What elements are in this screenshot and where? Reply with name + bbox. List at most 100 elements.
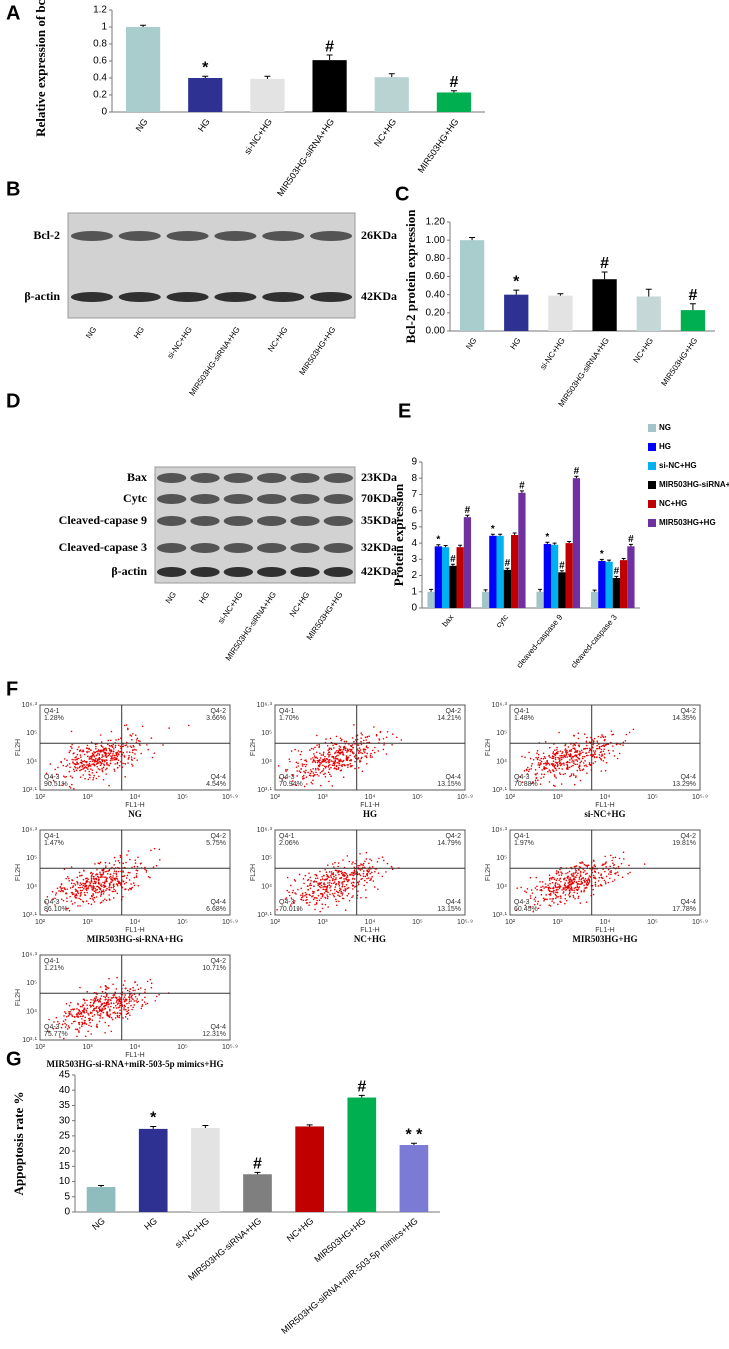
error-bar xyxy=(450,90,457,93)
flow-event xyxy=(333,875,335,878)
flow-event xyxy=(309,772,312,775)
flow-event xyxy=(103,764,106,766)
flow-event xyxy=(93,890,96,893)
flow-event xyxy=(294,892,296,894)
flow-event xyxy=(92,885,94,888)
flow-event xyxy=(154,1000,157,1002)
flow-event xyxy=(357,883,360,886)
flow-event xyxy=(349,765,352,768)
flow-event xyxy=(295,761,298,764)
flow-event xyxy=(99,876,102,878)
flow-event xyxy=(135,741,138,744)
bar xyxy=(434,546,442,608)
flow-event xyxy=(569,749,571,752)
flow-event xyxy=(78,750,81,753)
flow-event xyxy=(549,892,552,895)
flow-event xyxy=(573,743,576,746)
flow-event xyxy=(318,743,321,746)
flow-event xyxy=(92,778,94,781)
flow-event xyxy=(107,754,110,757)
flow-event xyxy=(91,769,94,772)
flow-event xyxy=(579,764,581,767)
flow-event xyxy=(119,1009,121,1011)
flow-event xyxy=(314,746,316,749)
flow-event xyxy=(94,743,97,746)
flow-event xyxy=(557,750,559,753)
x-tick-label: 10⁴ xyxy=(365,919,376,926)
flow-event xyxy=(46,896,49,898)
flow-event xyxy=(111,746,114,748)
flow-event xyxy=(122,880,125,883)
flow-event xyxy=(119,998,122,1001)
flow-event xyxy=(549,756,551,759)
quadrant-name: Q4-1 xyxy=(279,708,295,715)
flow-event xyxy=(539,759,541,762)
flow-event xyxy=(302,878,305,880)
flow-event xyxy=(91,1019,94,1022)
flow-event xyxy=(568,889,570,891)
flow-event xyxy=(558,760,561,762)
flow-event xyxy=(158,848,161,851)
flow-event xyxy=(69,787,72,789)
flow-event xyxy=(129,988,132,990)
y-tick-label: 30 xyxy=(59,1115,71,1126)
flow-event xyxy=(66,759,68,762)
flow-event xyxy=(567,894,570,896)
flow-event xyxy=(360,737,362,739)
flow-event xyxy=(95,777,98,780)
flow-event xyxy=(351,863,353,865)
flow-event xyxy=(62,899,65,902)
flow-event xyxy=(112,743,115,746)
y-tick-label: 1.00 xyxy=(426,235,446,246)
flow-event xyxy=(82,882,84,885)
flow-event xyxy=(534,887,537,889)
flow-event xyxy=(320,886,322,889)
flow-event xyxy=(371,749,374,752)
bar xyxy=(243,1174,272,1212)
x-tick-label: 10³ xyxy=(82,919,93,926)
flow-event xyxy=(571,755,574,758)
flow-event xyxy=(153,847,156,850)
error-bar xyxy=(574,475,579,479)
blot-band xyxy=(190,543,220,553)
flow-event xyxy=(605,866,607,868)
x-tick-label: 10⁵ xyxy=(412,919,423,926)
flow-event xyxy=(46,910,49,913)
flow-event xyxy=(341,751,344,753)
flow-event xyxy=(579,902,582,904)
flow-event xyxy=(534,779,537,782)
significance-marker: # xyxy=(253,1156,262,1173)
flow-event xyxy=(77,886,80,889)
flow-event xyxy=(552,769,555,772)
flow-event xyxy=(299,771,302,774)
flow-event xyxy=(537,756,540,759)
flow-event xyxy=(147,748,150,751)
flow-event xyxy=(74,1020,76,1023)
flow-event xyxy=(335,735,338,738)
flow-event xyxy=(341,765,343,768)
flow-event xyxy=(322,751,325,754)
blot-band xyxy=(190,567,220,577)
flow-event xyxy=(585,864,587,867)
flow-event xyxy=(321,878,324,880)
flow-event xyxy=(134,734,137,737)
flow-event xyxy=(549,890,551,893)
x-tick-label: 10⁴ xyxy=(600,794,611,801)
flow-event xyxy=(133,993,136,995)
flow-event xyxy=(317,759,320,762)
flow-event xyxy=(333,895,336,898)
flow-event xyxy=(326,894,328,896)
significance-marker: # xyxy=(449,74,458,91)
y-tick-label: 10⁴ xyxy=(26,884,37,891)
flow-event xyxy=(579,861,581,864)
flow-event xyxy=(301,896,303,899)
quadrant-percent: 70.01% xyxy=(279,906,303,913)
flow-event xyxy=(317,894,320,897)
flow-event xyxy=(610,869,613,872)
flow-event xyxy=(575,876,577,878)
flow-event xyxy=(98,1014,101,1017)
x-tick-label: 10⁵·⁹ xyxy=(692,919,708,926)
flow-event xyxy=(561,872,563,875)
blot-band xyxy=(257,543,287,553)
flow-event xyxy=(340,870,343,873)
